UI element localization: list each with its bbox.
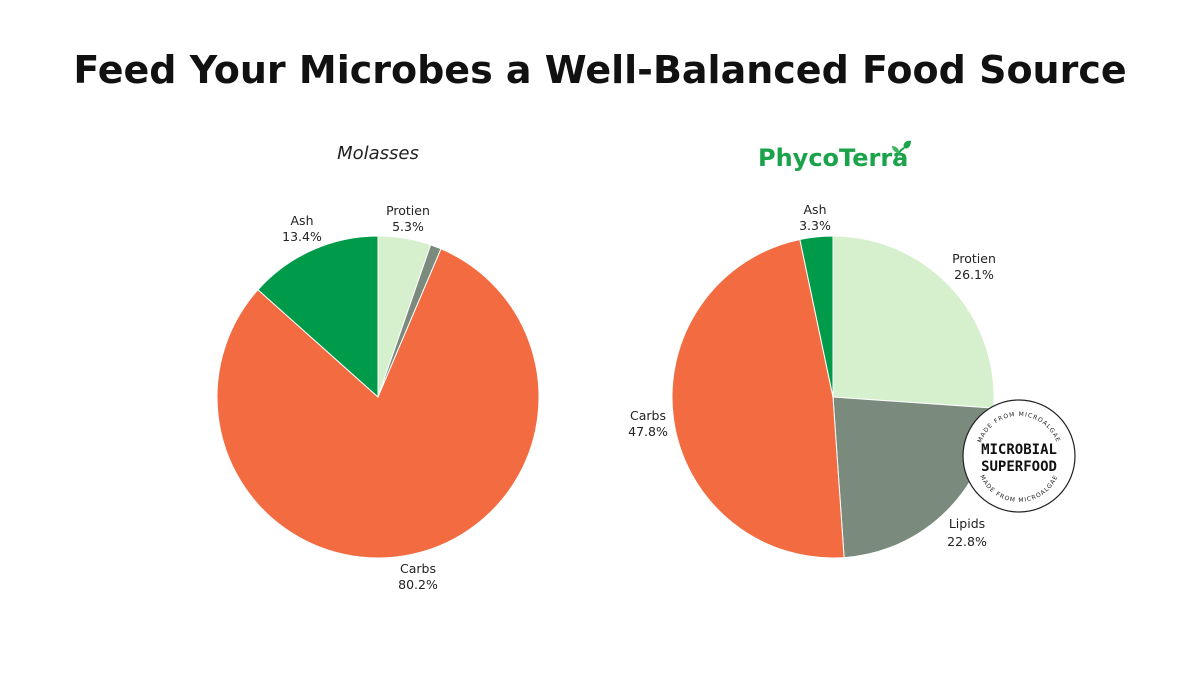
molasses-label-ash: Ash (291, 213, 314, 228)
phycoterra-label-carbs: Carbs (630, 408, 666, 423)
molasses-value-carbs: 80.2% (398, 577, 438, 592)
badge-line-2: SUPERFOOD (981, 459, 1057, 475)
phycoterra-slice-protien (832, 235, 995, 409)
molasses-label-protien: Protien (386, 203, 430, 218)
phycoterra-value-ash: 3.3% (799, 218, 831, 233)
phycoterra-slice-ash (799, 235, 834, 398)
molasses-value-ash: 13.4% (282, 229, 322, 244)
molasses-value-protien: 5.3% (392, 219, 424, 234)
badge-line-1: MICROBIAL (981, 442, 1057, 458)
molasses-slice-ash (257, 235, 379, 399)
microbial-superfood-badge: MADE FROM MICROALGAE MADE FROM MICROALGA… (962, 399, 1076, 513)
phycoterra-label-lipids: Lipids (949, 516, 985, 531)
molasses-slice-carbs (216, 248, 540, 559)
logo-text-phyco: Phyco (758, 144, 840, 172)
page-title: Feed Your Microbes a Well-Balanced Food … (73, 48, 1127, 92)
leaf-icon (892, 140, 911, 165)
phycoterra-pie (671, 235, 995, 559)
molasses-chart-title: Molasses (337, 143, 419, 164)
molasses-label-carbs: Carbs (400, 561, 436, 576)
molasses-pie (216, 235, 540, 559)
phycoterra-label-ash: Ash (804, 202, 827, 217)
phycoterra-value-lipids: 22.8% (947, 534, 987, 549)
phycoterra-slice-carbs (671, 238, 845, 559)
phycoterra-logo: PhycoTerra (758, 140, 918, 184)
phycoterra-label-protien: Protien (952, 251, 996, 266)
phycoterra-value-protien: 26.1% (954, 267, 994, 282)
phycoterra-value-carbs: 47.8% (628, 424, 668, 439)
